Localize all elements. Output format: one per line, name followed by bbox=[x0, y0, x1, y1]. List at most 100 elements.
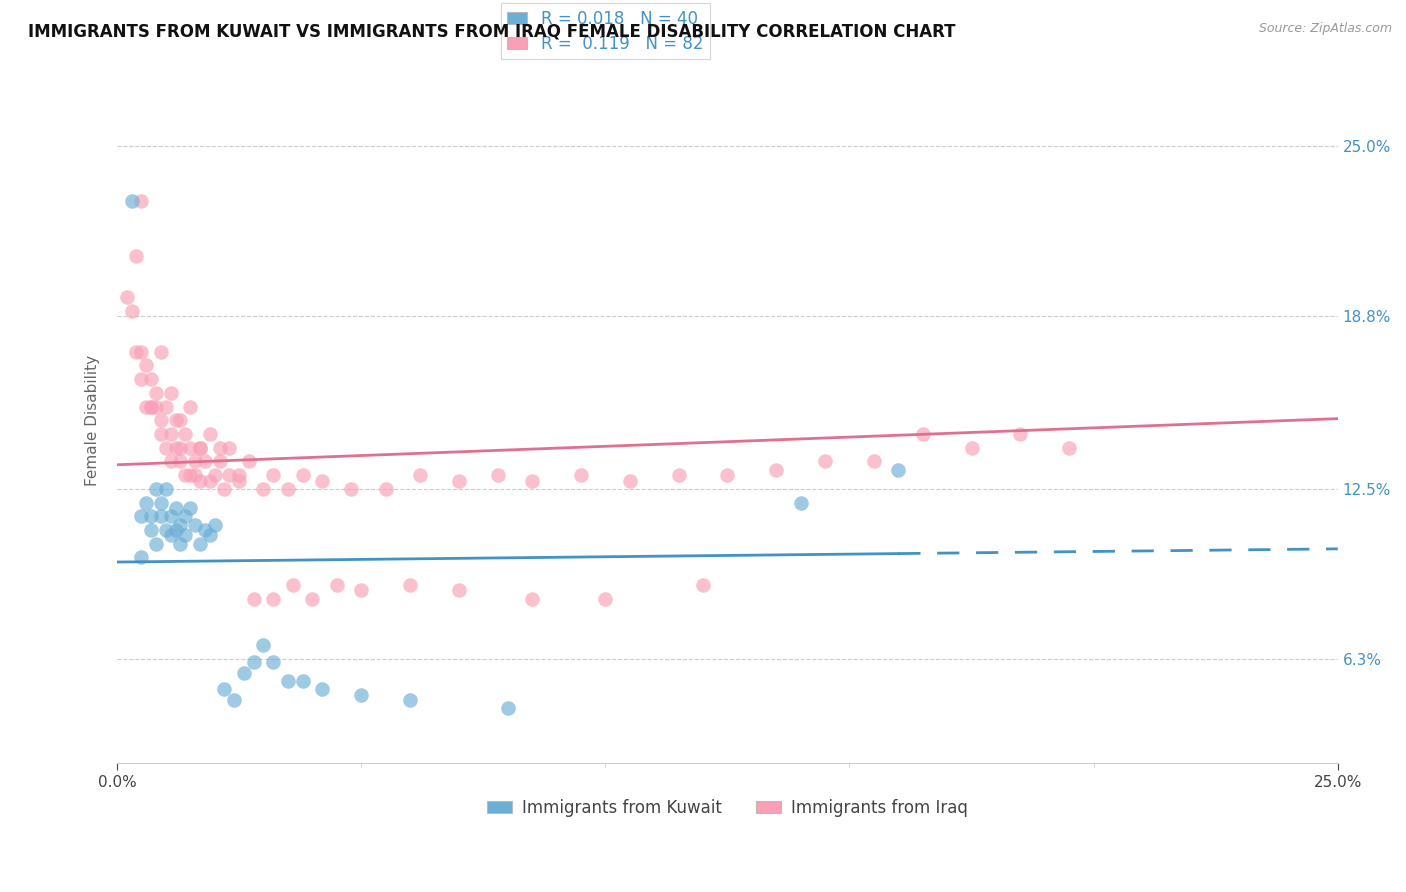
Point bbox=[131, 372, 153, 386]
Point bbox=[149, 427, 172, 442]
Point bbox=[184, 454, 207, 468]
Point bbox=[141, 400, 163, 414]
Point bbox=[262, 591, 284, 606]
Point bbox=[863, 454, 886, 468]
Point bbox=[165, 501, 187, 516]
Point bbox=[350, 583, 373, 598]
Point bbox=[350, 688, 373, 702]
Point bbox=[496, 701, 519, 715]
Point bbox=[887, 463, 910, 477]
Point bbox=[198, 474, 221, 488]
Point bbox=[159, 385, 181, 400]
Point bbox=[252, 482, 274, 496]
Point bbox=[214, 682, 236, 697]
Point bbox=[145, 482, 167, 496]
Point bbox=[179, 501, 201, 516]
Point bbox=[218, 468, 240, 483]
Point bbox=[149, 509, 172, 524]
Point bbox=[204, 517, 226, 532]
Point bbox=[692, 578, 714, 592]
Point bbox=[141, 523, 163, 537]
Point bbox=[814, 454, 837, 468]
Point bbox=[301, 591, 323, 606]
Point bbox=[238, 454, 260, 468]
Point bbox=[486, 468, 509, 483]
Point bbox=[374, 482, 396, 496]
Point bbox=[169, 454, 191, 468]
Point bbox=[125, 344, 148, 359]
Point bbox=[174, 509, 197, 524]
Point bbox=[198, 427, 221, 442]
Point bbox=[131, 344, 153, 359]
Point bbox=[789, 495, 811, 509]
Point bbox=[262, 468, 284, 483]
Point bbox=[520, 474, 543, 488]
Point bbox=[174, 468, 197, 483]
Point bbox=[399, 578, 422, 592]
Point bbox=[141, 400, 163, 414]
Point bbox=[188, 474, 211, 488]
Point bbox=[325, 578, 347, 592]
Text: IMMIGRANTS FROM KUWAIT VS IMMIGRANTS FROM IRAQ FEMALE DISABILITY CORRELATION CHA: IMMIGRANTS FROM KUWAIT VS IMMIGRANTS FRO… bbox=[28, 22, 956, 40]
Point bbox=[291, 673, 314, 688]
Point bbox=[149, 413, 172, 427]
Point bbox=[291, 468, 314, 483]
Point bbox=[179, 441, 201, 455]
Point bbox=[184, 468, 207, 483]
Point bbox=[208, 454, 231, 468]
Point bbox=[174, 427, 197, 442]
Point bbox=[277, 482, 299, 496]
Point bbox=[340, 482, 363, 496]
Point bbox=[135, 495, 157, 509]
Point bbox=[716, 468, 738, 483]
Point bbox=[188, 441, 211, 455]
Point bbox=[409, 468, 432, 483]
Point bbox=[131, 194, 153, 208]
Point bbox=[169, 517, 191, 532]
Point bbox=[184, 517, 207, 532]
Point bbox=[169, 537, 191, 551]
Point bbox=[115, 290, 138, 304]
Point bbox=[1010, 427, 1032, 442]
Point bbox=[131, 550, 153, 565]
Point bbox=[165, 523, 187, 537]
Point bbox=[135, 359, 157, 373]
Point bbox=[155, 400, 177, 414]
Point bbox=[179, 400, 201, 414]
Point bbox=[447, 474, 470, 488]
Point bbox=[447, 583, 470, 598]
Point bbox=[155, 523, 177, 537]
Point bbox=[224, 693, 246, 707]
Point bbox=[121, 194, 143, 208]
Point bbox=[204, 468, 226, 483]
Point bbox=[198, 528, 221, 542]
Point bbox=[194, 454, 217, 468]
Point bbox=[619, 474, 641, 488]
Point bbox=[165, 441, 187, 455]
Point bbox=[174, 528, 197, 542]
Point bbox=[145, 385, 167, 400]
Point bbox=[149, 495, 172, 509]
Point bbox=[242, 655, 264, 669]
Point bbox=[252, 638, 274, 652]
Point bbox=[595, 591, 617, 606]
Point bbox=[149, 344, 172, 359]
Point bbox=[668, 468, 690, 483]
Point bbox=[214, 482, 236, 496]
Point bbox=[159, 509, 181, 524]
Point bbox=[145, 400, 167, 414]
Point bbox=[155, 441, 177, 455]
Point bbox=[277, 673, 299, 688]
Text: Source: ZipAtlas.com: Source: ZipAtlas.com bbox=[1258, 22, 1392, 36]
Point bbox=[165, 413, 187, 427]
Point bbox=[242, 591, 264, 606]
Point bbox=[281, 578, 304, 592]
Point bbox=[208, 441, 231, 455]
Point bbox=[1057, 441, 1080, 455]
Point bbox=[262, 655, 284, 669]
Point bbox=[188, 537, 211, 551]
Point bbox=[135, 400, 157, 414]
Point bbox=[141, 509, 163, 524]
Point bbox=[765, 463, 787, 477]
Point bbox=[155, 482, 177, 496]
